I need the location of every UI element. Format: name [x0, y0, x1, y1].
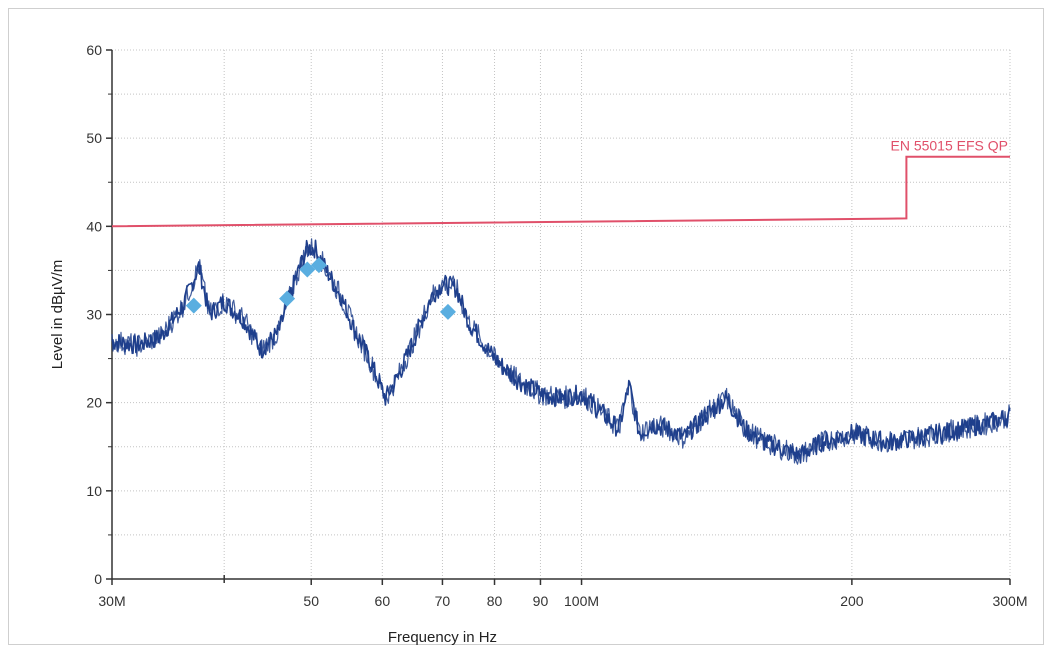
x-tick-label: 70	[435, 593, 451, 609]
x-tick-label: 90	[533, 593, 549, 609]
x-tick-label: 30M	[98, 593, 125, 609]
x-tick-label: 300M	[992, 593, 1027, 609]
qp-marker	[299, 261, 316, 278]
y-tick-label: 0	[94, 571, 102, 587]
y-tick-label: 20	[86, 395, 102, 411]
measurement-trace	[111, 239, 1011, 464]
x-tick-label: 80	[487, 593, 503, 609]
measurement-trace-noise	[111, 238, 1011, 465]
qp-marker	[185, 297, 202, 314]
x-tick-label: 50	[303, 593, 319, 609]
chart-frame	[8, 8, 1044, 645]
qp-marker	[310, 257, 327, 274]
axes: 0 10 20 30 40 50 60 30M 50 60 70 80 90 100M 200 300M	[86, 42, 1027, 609]
limit-line-label: EN 55015 EFS QP	[890, 138, 1008, 154]
x-tick-label: 100M	[564, 593, 599, 609]
qp-marker	[279, 290, 296, 307]
qp-marker	[439, 303, 456, 320]
y-tick-label: 30	[86, 307, 102, 323]
y-axis-title: Level in dBµV/m	[49, 260, 66, 370]
x-tick-label: 60	[375, 593, 391, 609]
y-tick-label: 50	[86, 130, 102, 146]
limit-line	[111, 155, 1010, 228]
y-tick-label: 40	[86, 218, 102, 234]
y-tick-label: 60	[86, 42, 102, 58]
series	[111, 155, 1011, 465]
x-tick-label: 200	[840, 593, 864, 609]
y-tick-label: 10	[86, 483, 102, 499]
x-axis-title: Frequency in Hz	[388, 629, 497, 646]
